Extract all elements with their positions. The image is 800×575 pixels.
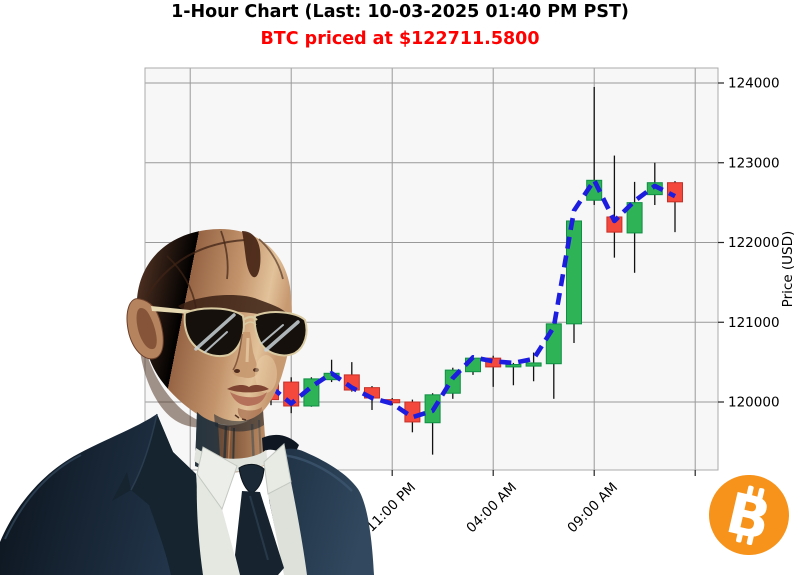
y-axis: 124000 123000 122000 121000 120000 xyxy=(718,76,780,411)
left-face-shadow xyxy=(139,332,215,428)
sunglasses-bridge xyxy=(242,315,258,321)
y-axis-title: Price (USD) xyxy=(780,231,796,308)
lens-glints xyxy=(194,313,300,353)
candle xyxy=(667,182,683,203)
plot-border xyxy=(144,67,719,471)
jacket-shoulder-highlight xyxy=(4,454,82,540)
cheek-highlight xyxy=(255,355,277,393)
lapel-edge xyxy=(130,413,158,491)
nose-highlight xyxy=(245,337,250,363)
y-tick-label: 124000 xyxy=(728,76,780,92)
shirt xyxy=(194,443,307,575)
shirt-left-panel xyxy=(196,474,240,575)
lower-lip xyxy=(230,392,267,406)
collar-right-flap xyxy=(263,443,292,495)
tie-highlight xyxy=(249,495,269,561)
skull-seam xyxy=(220,230,229,280)
y-tick-label: 120000 xyxy=(728,395,780,411)
y-tick-label: 123000 xyxy=(728,155,780,171)
jacket-left-lapel xyxy=(112,414,203,575)
skull-seam xyxy=(145,239,246,298)
upper-lip xyxy=(227,384,269,393)
nose-shadow xyxy=(232,333,243,371)
price-subtitle: BTC priced at $122711.5800 xyxy=(260,29,540,49)
moving-average-line xyxy=(269,178,677,420)
ear-inner xyxy=(136,308,157,350)
tie-knot xyxy=(238,463,265,494)
nose xyxy=(232,332,258,378)
y-tick-label: 121000 xyxy=(728,315,780,331)
chart-title: 1-Hour Chart (Last: 10-03-2025 01:40 PM … xyxy=(171,2,629,22)
skull-seam xyxy=(258,238,284,280)
sunglasses xyxy=(151,306,308,357)
shirt-right-panel xyxy=(268,482,307,575)
nostril xyxy=(234,369,240,373)
candle xyxy=(505,364,522,368)
sunglasses-right-lens xyxy=(253,311,308,357)
collar-left-flap xyxy=(196,446,238,511)
candle xyxy=(626,202,643,234)
nostril xyxy=(253,368,259,372)
head xyxy=(126,228,308,428)
brow-ridge xyxy=(178,294,288,321)
candle xyxy=(525,362,542,367)
skull-drip-mark xyxy=(242,231,261,278)
under-chin-shadow xyxy=(214,411,264,432)
bitcoin-circle xyxy=(709,475,789,555)
bitcoin-prongs xyxy=(736,485,765,545)
sunglasses-bridge xyxy=(243,321,257,326)
tie xyxy=(235,463,284,575)
sunglasses-arm xyxy=(151,306,190,314)
y-tick-label: 122000 xyxy=(728,235,780,251)
